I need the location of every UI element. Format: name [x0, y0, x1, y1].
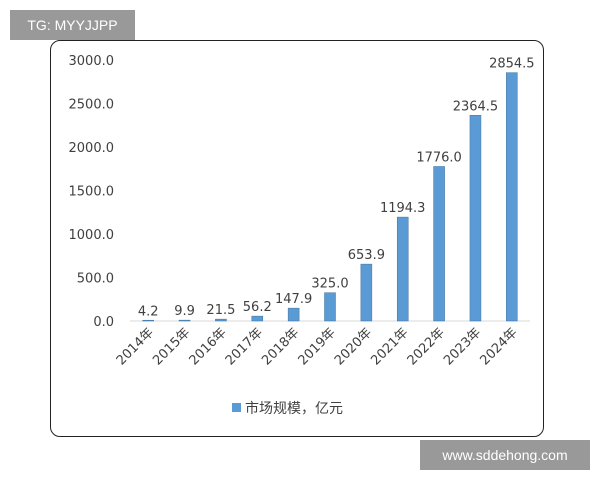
x-tick-label: 2021年 — [368, 325, 411, 368]
legend-swatch — [232, 403, 241, 412]
data-label: 325.0 — [311, 277, 348, 292]
bar — [324, 292, 336, 322]
bar — [215, 318, 227, 322]
bar — [433, 166, 445, 322]
y-tick-label: 3000.0 — [69, 54, 115, 69]
x-tick-label: 2016年 — [187, 325, 230, 368]
bar — [360, 263, 373, 322]
legend: 市场规模，亿元 — [232, 400, 343, 417]
x-axis: 2014年2015年2016年2017年2018年2019年2020年2021年… — [114, 325, 521, 368]
y-tick-label: 500.0 — [77, 272, 114, 287]
bar — [469, 115, 482, 322]
data-label: 2364.5 — [453, 99, 499, 114]
data-label: 147.9 — [275, 292, 312, 307]
data-label: 56.2 — [243, 300, 272, 315]
chart-frame — [50, 40, 544, 437]
watermark-top-left: TG: MYYJJPP — [10, 10, 135, 40]
y-tick-label: 1500.0 — [69, 185, 115, 200]
bar — [506, 72, 518, 322]
data-label: 9.9 — [174, 304, 195, 319]
x-tick-label: 2024年 — [477, 325, 520, 368]
bar — [251, 315, 264, 322]
data-label: 4.2 — [138, 305, 159, 320]
bars-group — [142, 72, 518, 322]
y-tick-label: 0.0 — [93, 315, 114, 330]
watermark-bottom-right: www.sddehong.com — [420, 440, 590, 470]
bar — [142, 319, 154, 322]
y-tick-label: 1000.0 — [69, 228, 115, 243]
x-tick-label: 2017年 — [223, 325, 266, 368]
bar — [396, 216, 409, 322]
data-label: 2854.5 — [489, 57, 535, 72]
x-tick-label: 2014年 — [114, 325, 157, 368]
x-tick-label: 2015年 — [150, 325, 193, 368]
bar — [287, 307, 300, 322]
x-tick-label: 2018年 — [259, 325, 302, 368]
data-label: 1194.3 — [380, 201, 426, 216]
data-label: 653.9 — [348, 248, 385, 263]
data-label: 21.5 — [206, 303, 235, 318]
x-tick-label: 2019年 — [296, 325, 339, 368]
y-tick-label: 2000.0 — [69, 141, 115, 156]
x-tick-label: 2022年 — [405, 325, 448, 368]
bar — [178, 319, 191, 322]
y-tick-label: 2500.0 — [69, 98, 115, 113]
x-tick-label: 2023年 — [441, 325, 484, 368]
data-label: 1776.0 — [416, 150, 462, 165]
x-tick-label: 2020年 — [332, 325, 375, 368]
y-axis: 0.0 500.0 1000.0 1500.0 2000.0 2500.0 3000.0 — [69, 54, 115, 330]
legend-label: 市场规模，亿元 — [245, 400, 343, 417]
